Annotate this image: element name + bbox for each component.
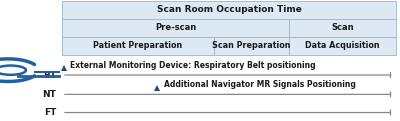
FancyBboxPatch shape [289, 37, 396, 55]
Text: Scan Room Occupation Time: Scan Room Occupation Time [156, 5, 302, 14]
Text: Patient Preparation: Patient Preparation [93, 42, 183, 50]
FancyBboxPatch shape [214, 37, 289, 55]
Text: FT: FT [44, 108, 56, 117]
Text: NT: NT [42, 90, 56, 99]
FancyBboxPatch shape [289, 19, 396, 37]
Text: Pre-scan: Pre-scan [155, 23, 196, 32]
Text: BT: BT [43, 71, 56, 79]
Text: Scan Preparation: Scan Preparation [212, 42, 291, 50]
Text: Additional Navigator MR Signals Positioning: Additional Navigator MR Signals Position… [164, 80, 356, 89]
Text: Scan: Scan [331, 23, 354, 32]
Text: Data Acquisition: Data Acquisition [305, 42, 380, 50]
Text: External Monitoring Device: Respiratory Belt positioning: External Monitoring Device: Respiratory … [70, 61, 316, 70]
FancyBboxPatch shape [62, 37, 214, 55]
FancyBboxPatch shape [62, 19, 289, 37]
FancyBboxPatch shape [62, 1, 396, 19]
